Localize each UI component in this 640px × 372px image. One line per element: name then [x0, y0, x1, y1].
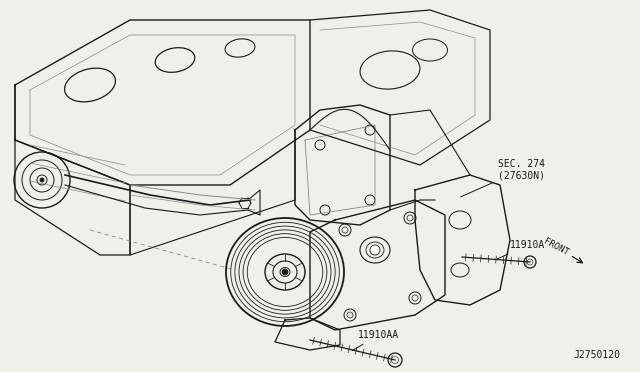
- Text: FRONT: FRONT: [542, 237, 570, 257]
- Text: 11910A: 11910A: [497, 240, 545, 259]
- Circle shape: [40, 178, 44, 182]
- Text: J2750120: J2750120: [573, 350, 620, 360]
- Text: 11910AA: 11910AA: [353, 330, 399, 350]
- Text: SEC. 274
(27630N): SEC. 274 (27630N): [461, 159, 545, 197]
- Circle shape: [370, 245, 380, 255]
- Circle shape: [282, 269, 288, 275]
